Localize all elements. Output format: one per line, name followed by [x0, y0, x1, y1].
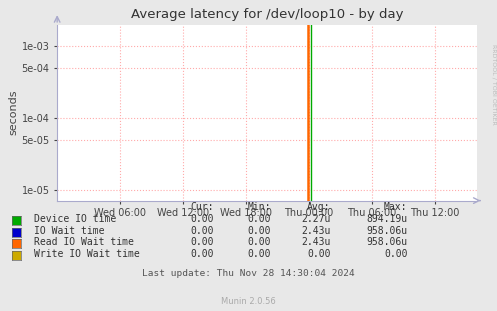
- Text: 0.00: 0.00: [190, 225, 214, 235]
- Text: Min:: Min:: [248, 202, 271, 212]
- Text: 0.00: 0.00: [248, 214, 271, 224]
- Text: Max:: Max:: [384, 202, 408, 212]
- Text: 0.00: 0.00: [190, 214, 214, 224]
- Text: 0.00: 0.00: [248, 237, 271, 247]
- Text: Device IO time: Device IO time: [34, 214, 116, 224]
- Text: Read IO Wait time: Read IO Wait time: [34, 237, 134, 247]
- Text: RRDTOOL / TOBI OETIKER: RRDTOOL / TOBI OETIKER: [491, 44, 496, 124]
- Text: 0.00: 0.00: [248, 249, 271, 259]
- Text: Munin 2.0.56: Munin 2.0.56: [221, 297, 276, 306]
- Text: 0.00: 0.00: [384, 249, 408, 259]
- Text: Write IO Wait time: Write IO Wait time: [34, 249, 140, 259]
- Text: 0.00: 0.00: [248, 225, 271, 235]
- Text: Avg:: Avg:: [307, 202, 331, 212]
- Text: 2.43u: 2.43u: [301, 237, 331, 247]
- Text: 0.00: 0.00: [190, 249, 214, 259]
- Title: Average latency for /dev/loop10 - by day: Average latency for /dev/loop10 - by day: [131, 8, 404, 21]
- Text: 958.06u: 958.06u: [366, 225, 408, 235]
- Text: 2.27u: 2.27u: [301, 214, 331, 224]
- Text: 2.43u: 2.43u: [301, 225, 331, 235]
- Text: 958.06u: 958.06u: [366, 237, 408, 247]
- Text: Cur:: Cur:: [190, 202, 214, 212]
- Text: 894.19u: 894.19u: [366, 214, 408, 224]
- Text: Last update: Thu Nov 28 14:30:04 2024: Last update: Thu Nov 28 14:30:04 2024: [142, 269, 355, 278]
- Y-axis label: seconds: seconds: [8, 90, 18, 136]
- Text: 0.00: 0.00: [307, 249, 331, 259]
- Text: 0.00: 0.00: [190, 237, 214, 247]
- Text: IO Wait time: IO Wait time: [34, 225, 104, 235]
